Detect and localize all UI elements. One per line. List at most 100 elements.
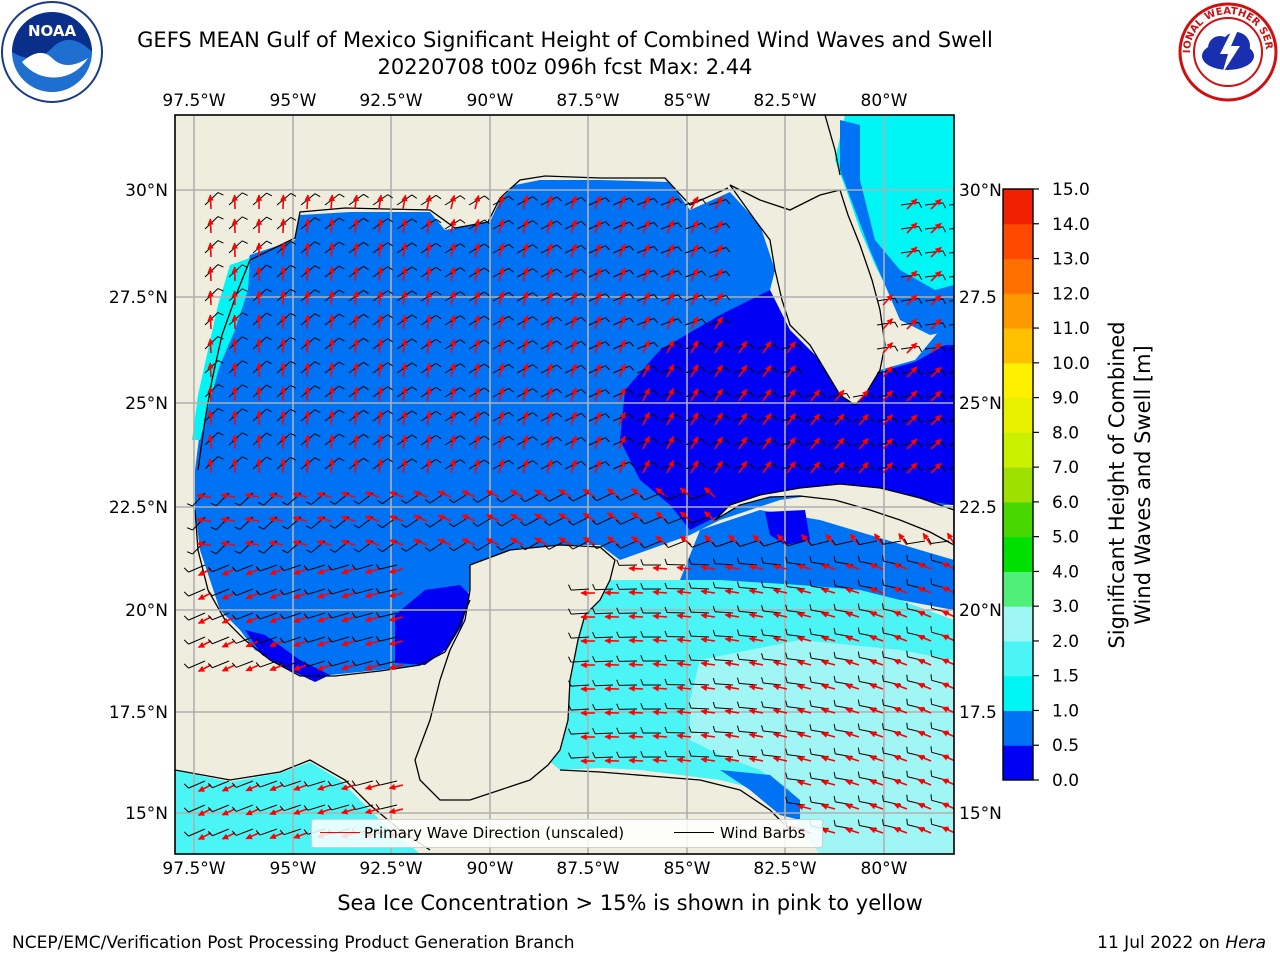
colorbar-tick-label: 11.0 bbox=[1052, 319, 1090, 339]
wave-arrow bbox=[618, 315, 626, 330]
wave-arrow bbox=[207, 314, 214, 330]
northwest-caribbean-deep-water bbox=[680, 510, 954, 610]
colorbar-segment bbox=[1003, 223, 1033, 260]
wind-barb-flag bbox=[785, 676, 788, 683]
wind-barb-flag bbox=[314, 289, 321, 294]
wave-arrow bbox=[724, 660, 740, 667]
wind-barb-flag bbox=[520, 521, 526, 527]
wave-arrow bbox=[221, 592, 236, 600]
wind-barb-flag bbox=[918, 418, 923, 424]
wave-arrow bbox=[690, 316, 699, 330]
wind-barb-flag bbox=[761, 677, 764, 684]
wave-arrow bbox=[642, 387, 650, 402]
wind-barb-flag bbox=[918, 442, 923, 448]
wave-arrow bbox=[618, 411, 626, 426]
wave-arrow bbox=[714, 268, 723, 282]
wind-barb-flag bbox=[242, 288, 248, 292]
wind-barb bbox=[188, 780, 206, 789]
wave-arrow bbox=[388, 591, 404, 599]
wave-arrow bbox=[352, 290, 360, 306]
wave-arrow bbox=[221, 832, 236, 840]
wind-barb-swatch bbox=[674, 832, 714, 833]
wind-barb-flag bbox=[242, 384, 248, 388]
wind-barb-flag bbox=[918, 250, 923, 256]
colorbar-segment bbox=[1003, 293, 1033, 329]
wind-barb-flag bbox=[234, 502, 241, 506]
wave-arrow bbox=[917, 610, 932, 618]
wave-arrow bbox=[340, 784, 356, 791]
wave-arrow bbox=[845, 803, 860, 810]
wave-arrow bbox=[474, 218, 481, 234]
wind-barb-flag bbox=[688, 702, 692, 709]
wave-arrow bbox=[906, 246, 918, 258]
wave-arrow bbox=[700, 684, 716, 692]
wind-barb-label: Wind Barbs bbox=[720, 824, 806, 842]
colorbar-tick-label: 7.0 bbox=[1052, 458, 1079, 478]
wind-barb-flag bbox=[629, 269, 635, 275]
wave-arrow bbox=[328, 218, 335, 234]
wave-arrow bbox=[642, 195, 650, 210]
wind-barb bbox=[355, 780, 374, 787]
wave-arrow bbox=[546, 435, 553, 450]
wave-arrow bbox=[425, 218, 432, 234]
wind-barb-flag bbox=[967, 419, 970, 424]
wave-arrow bbox=[510, 513, 524, 522]
wind-barb-flag bbox=[460, 435, 466, 440]
wind-barb-flag bbox=[879, 538, 884, 545]
wind-barb-flag bbox=[217, 264, 224, 268]
wind-barb-flag bbox=[809, 604, 812, 611]
wind-barb-flag bbox=[580, 364, 586, 370]
wave-arrow bbox=[930, 222, 942, 234]
wind-barb-flag bbox=[411, 314, 418, 319]
longitude-label: 82.5°W bbox=[753, 859, 816, 879]
wind-barb bbox=[283, 612, 302, 620]
wave-arrow bbox=[796, 731, 812, 739]
wave-arrow bbox=[449, 194, 457, 210]
colorbar-frame bbox=[1002, 188, 1034, 781]
wind-barb-flag bbox=[930, 554, 933, 561]
wind-barb-flag bbox=[894, 297, 899, 304]
wave-arrow bbox=[618, 243, 626, 258]
wave-arrow bbox=[762, 436, 772, 450]
wave-arrow bbox=[893, 707, 908, 714]
wave-arrow bbox=[748, 588, 764, 595]
wave-arrow bbox=[534, 513, 548, 522]
wave-arrow bbox=[772, 732, 788, 739]
wave-arrow bbox=[917, 586, 932, 594]
wind-barb bbox=[236, 804, 254, 812]
wind-barb-flag bbox=[785, 556, 788, 563]
wind-barb-flag bbox=[736, 749, 740, 756]
wind-barb-flag bbox=[279, 661, 285, 667]
wave-arrow bbox=[498, 386, 505, 402]
wave-arrow bbox=[642, 315, 650, 330]
wind-barb-flag bbox=[532, 436, 538, 441]
wave-arrow bbox=[917, 778, 932, 786]
sea-ice-note-text: Sea Ice Concentration > 15% is shown in … bbox=[337, 891, 923, 915]
wind-barb-flag bbox=[411, 194, 418, 199]
wave-arrow bbox=[293, 808, 308, 815]
wind-barb-flag bbox=[532, 292, 538, 297]
wave-arrow bbox=[328, 290, 335, 306]
wave-arrow bbox=[293, 640, 308, 647]
wave-arrow bbox=[570, 459, 578, 474]
wind-barb bbox=[283, 780, 302, 788]
wave-arrow bbox=[401, 434, 408, 450]
wave-arrow bbox=[365, 491, 380, 498]
wind-barb-flag bbox=[484, 459, 490, 465]
wind-barb-flag bbox=[809, 796, 812, 803]
wave-arrow bbox=[906, 294, 918, 306]
wind-barb-flag bbox=[207, 567, 213, 573]
wind-barb bbox=[331, 780, 350, 787]
wind-barb-flag bbox=[701, 222, 707, 229]
wave-arrow bbox=[820, 827, 836, 834]
wave-arrow bbox=[676, 708, 692, 716]
wave-arrow bbox=[546, 339, 553, 354]
wind-barb-flag bbox=[508, 339, 514, 345]
wave-arrow bbox=[893, 563, 908, 570]
wind-barb-flag bbox=[640, 679, 644, 686]
wind-barb bbox=[763, 540, 782, 547]
wind-barb-flag bbox=[435, 266, 442, 272]
latitude-labels-left: 30°N 27.5°N 25°N 22.5°N 20°N 17.5°N 15°N bbox=[109, 181, 168, 824]
wave-arrow bbox=[221, 808, 236, 816]
wind-barb-flag bbox=[401, 547, 407, 552]
